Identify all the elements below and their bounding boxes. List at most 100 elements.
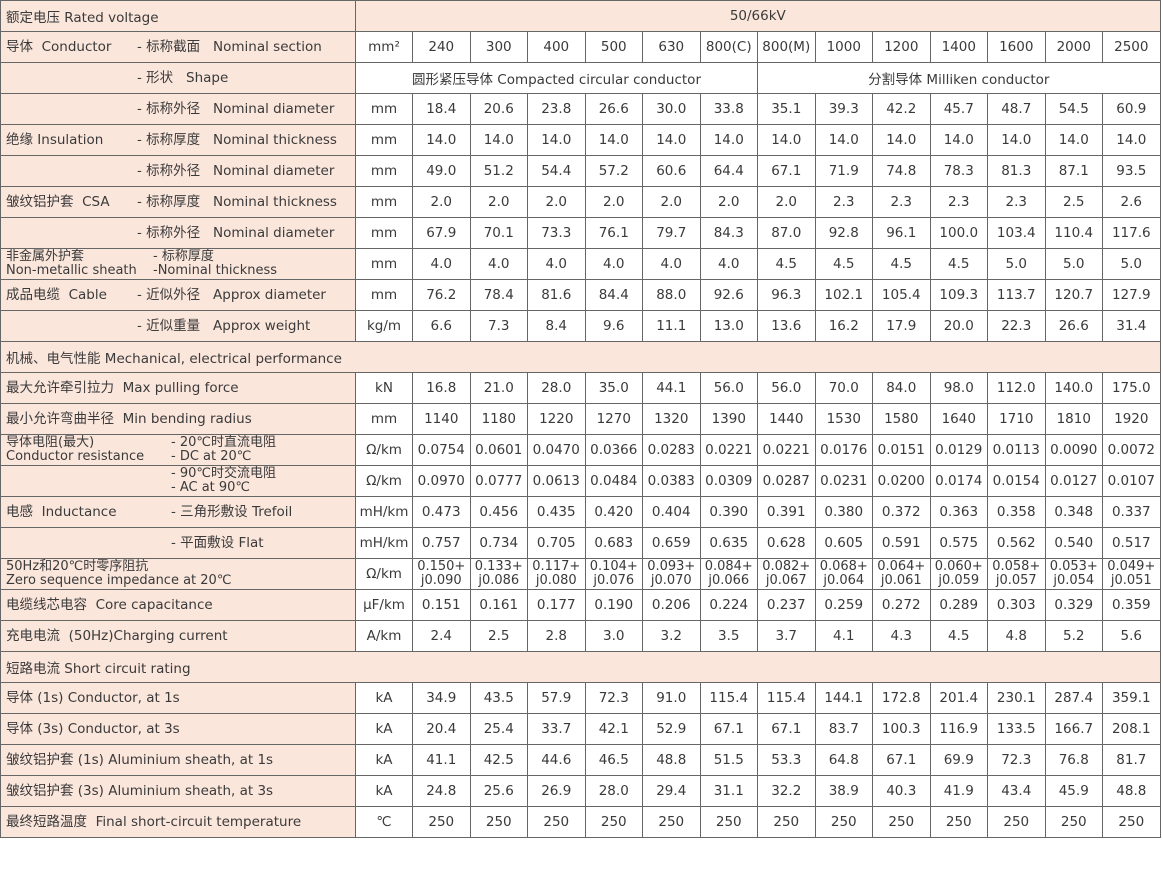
- value-cell: 4.8: [987, 620, 1046, 652]
- value-cell: 0.206: [642, 589, 701, 621]
- value-cell: 57.2: [584, 155, 643, 187]
- value-cell: 35.1: [757, 93, 816, 125]
- value-cell: 35.0: [584, 372, 643, 404]
- value-cell: 117.6: [1102, 217, 1161, 249]
- value-cell: 49.0: [412, 155, 471, 187]
- value-cell: 3.5: [699, 620, 758, 652]
- value-cell: 287.4: [1044, 682, 1103, 714]
- table-row: 电缆线芯电容 Core capacitance μF/km 0.151 0.161 0.…: [0, 589, 1161, 621]
- sub-label: - 标称截面 Nominal section: [137, 38, 322, 55]
- value-cell: 14.0: [872, 124, 931, 156]
- value-cell: 0.0283: [642, 434, 701, 466]
- value-cell: 14.0: [987, 124, 1046, 156]
- value-cell: 112.0: [987, 372, 1046, 404]
- value-cell: 0.0221: [699, 434, 758, 466]
- value-cell: 40.3: [872, 775, 931, 807]
- value-cell: 2.0: [642, 186, 701, 218]
- value-cell: 0.0154: [987, 465, 1046, 497]
- table-row: - 标称外径 Nominal diameter mm 67.9 70.1 73.3 76.…: [0, 217, 1161, 249]
- table-row: 皱纹铝护套 CSA - 标称厚度 Nominal thickness mm 2.0 2.…: [0, 186, 1161, 218]
- value-cell: 0.190: [584, 589, 643, 621]
- row-label: 导体 Conductor - 标称截面 Nominal section: [0, 31, 356, 63]
- value-cell: 72.3: [987, 744, 1046, 776]
- unit-cell: mm: [355, 93, 413, 125]
- value-cell: 4.5: [929, 248, 988, 280]
- table-body: 额定电压 Rated voltage 50/66kV 导体 Conductor -…: [0, 0, 1161, 838]
- value-cell: 102.1: [814, 279, 873, 311]
- value-cell: 4.1: [814, 620, 873, 652]
- unit-cell: Ω/km: [355, 465, 413, 497]
- value-cell: 52.9: [642, 713, 701, 745]
- value-cell: 105.4: [872, 279, 931, 311]
- value-cell: 0.591: [872, 527, 931, 559]
- table-row: 导体 (1s) Conductor, at 1s kA 34.9 43.5 57.9 72…: [0, 682, 1161, 714]
- table-row: 皱纹铝护套 (3s) Aluminium sheath, at 3s kA 24.8…: [0, 775, 1161, 807]
- table-row: - 近似重量 Approx weight kg/m 6.6 7.3 8.4 9.6 11.1…: [0, 310, 1161, 342]
- row-label: 电感 Inductance - 三角形敷设 Trefoil: [0, 496, 356, 528]
- value-cell: 1320: [642, 403, 701, 435]
- unit-cell: kA: [355, 713, 413, 745]
- value-cell: 87.1: [1044, 155, 1103, 187]
- value-cell: 30.0: [642, 93, 701, 125]
- value-cell: 0.049+ j0.051: [1102, 558, 1161, 590]
- value-cell: 4.0: [527, 248, 586, 280]
- table-row: 最大允许牵引拉力 Max pulling force kN 16.8 21.0 28.0…: [0, 372, 1161, 404]
- table-row: 成品电缆 Cable - 近似外径 Approx diameter mm 76.2 78…: [0, 279, 1161, 311]
- value-cell: 0.0754: [412, 434, 471, 466]
- value-cell: 100.0: [929, 217, 988, 249]
- value-cell: 250: [642, 806, 701, 838]
- value-cell: 25.4: [469, 713, 528, 745]
- value-cell: 115.4: [757, 682, 816, 714]
- value-cell: 4.0: [469, 248, 528, 280]
- unit-cell: Ω/km: [355, 434, 413, 466]
- value-cell: 83.7: [814, 713, 873, 745]
- value-cell: 96.3: [757, 279, 816, 311]
- value-cell: 25.6: [469, 775, 528, 807]
- value-cell: 103.4: [987, 217, 1046, 249]
- row-label: 导体电阻(最大) Conductor resistance - 20℃时直流电阻 …: [0, 434, 356, 466]
- value-cell: 0.0309: [699, 465, 758, 497]
- value-cell: 4.0: [699, 248, 758, 280]
- value-cell: 38.9: [814, 775, 873, 807]
- value-cell: 4.0: [412, 248, 471, 280]
- value-cell: 140.0: [1044, 372, 1103, 404]
- value-cell: 48.8: [642, 744, 701, 776]
- row-label: 成品电缆 Cable - 近似外径 Approx diameter: [0, 279, 356, 311]
- value-cell: 4.5: [757, 248, 816, 280]
- value-cell: 20.4: [412, 713, 471, 745]
- value-cell: 4.3: [872, 620, 931, 652]
- row-label: - 平面敷设 Flat: [0, 527, 356, 559]
- value-cell: 0.705: [527, 527, 586, 559]
- value-cell: 0.104+ j0.076: [584, 558, 643, 590]
- value-cell: 0.0107: [1102, 465, 1161, 497]
- row-label: 导体 (3s) Conductor, at 3s: [0, 713, 356, 745]
- value-cell: 0.289: [929, 589, 988, 621]
- value-cell: 250: [584, 806, 643, 838]
- group-label: 导体 Conductor: [6, 38, 112, 55]
- value-cell: 0.259: [814, 589, 873, 621]
- value-cell: 43.5: [469, 682, 528, 714]
- section-header-row: 短路电流 Short circuit rating: [0, 651, 1161, 683]
- rated-voltage-value: 50/66kV: [355, 0, 1161, 32]
- value-cell: 56.0: [699, 372, 758, 404]
- value-cell: 60.9: [1102, 93, 1161, 125]
- value-cell: 0.0970: [412, 465, 471, 497]
- group-label: 皱纹铝护套 CSA: [6, 193, 110, 210]
- value-cell: 7.3: [469, 310, 528, 342]
- table-row: 电感 Inductance - 三角形敷设 Trefoil mH/km 0.473 0.…: [0, 496, 1161, 528]
- table-row: 导体电阻(最大) Conductor resistance - 20℃时直流电阻 …: [0, 434, 1161, 466]
- value-cell: 0.177: [527, 589, 586, 621]
- section-header: 机械、电气性能 Mechanical, electrical performan…: [0, 341, 1161, 373]
- value-cell: 0.757: [412, 527, 471, 559]
- value-cell: 0.0383: [642, 465, 701, 497]
- sub-label: - 20℃时直流电阻 - DC at 20℃: [171, 435, 276, 464]
- unit-cell: mm: [355, 217, 413, 249]
- sub-label: - 90℃时交流电阻 - AC at 90℃: [171, 466, 276, 495]
- value-cell: 23.8: [527, 93, 586, 125]
- value-cell: 88.0: [642, 279, 701, 311]
- value-cell: 0.359: [1102, 589, 1161, 621]
- unit-cell: mm: [355, 248, 413, 280]
- unit-cell: A/km: [355, 620, 413, 652]
- unit-cell: kA: [355, 775, 413, 807]
- value-cell: 29.4: [642, 775, 701, 807]
